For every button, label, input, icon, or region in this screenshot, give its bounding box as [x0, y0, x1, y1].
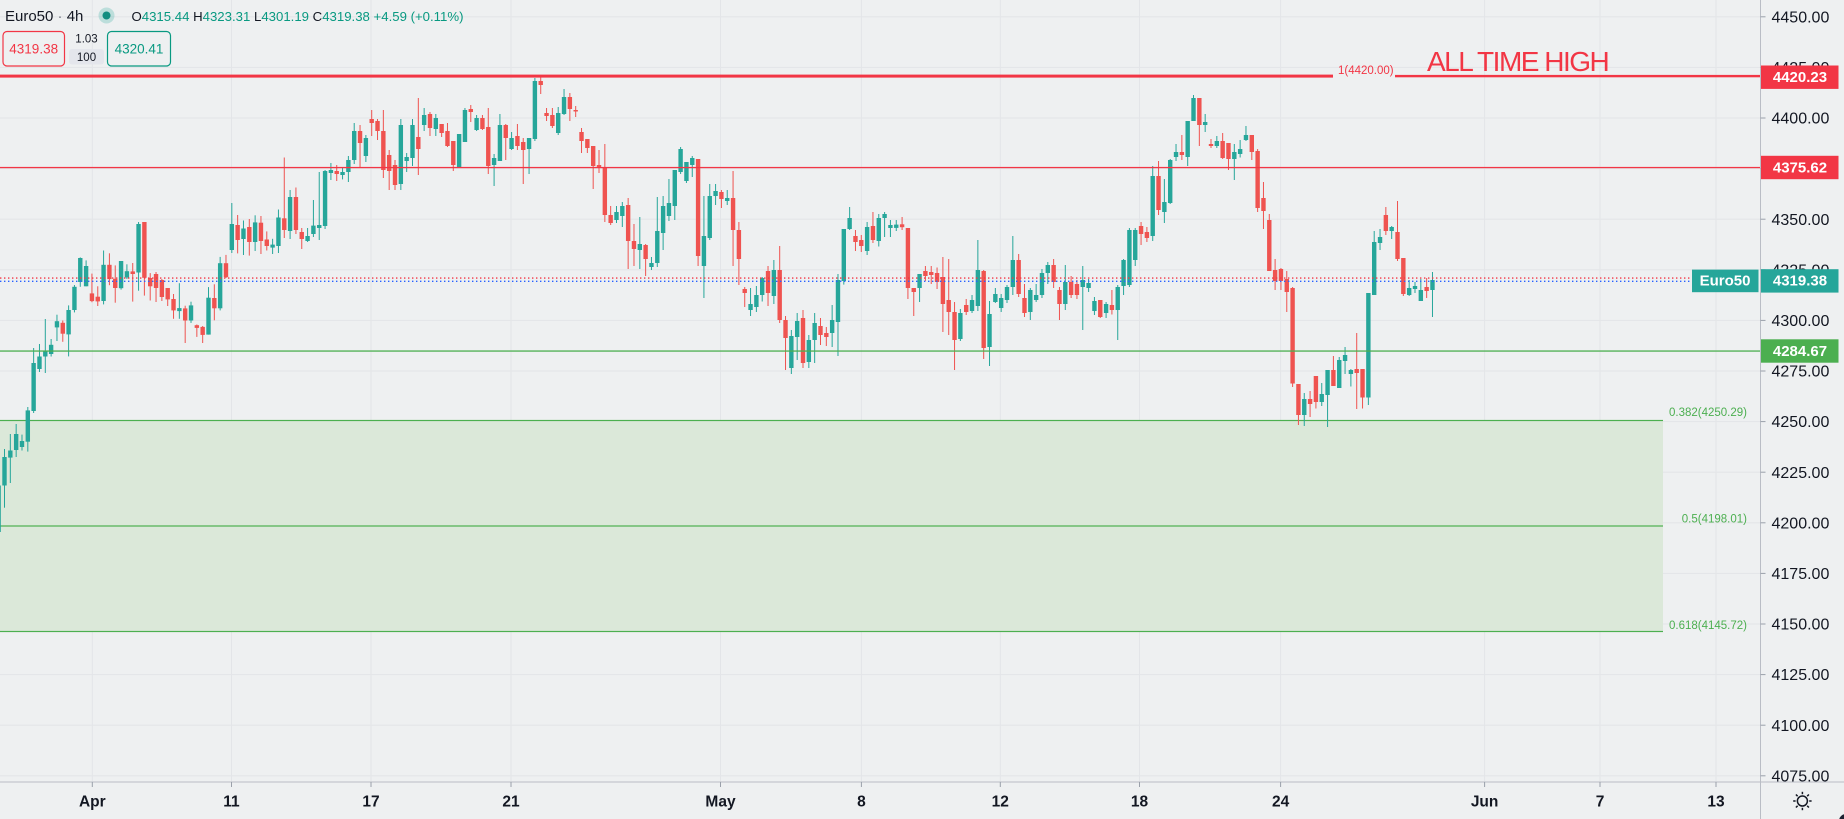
svg-text:4320.41: 4320.41 — [115, 42, 164, 57]
svg-text:4125.00: 4125.00 — [1772, 667, 1830, 684]
svg-text:8: 8 — [857, 794, 866, 811]
svg-text:4250.00: 4250.00 — [1772, 414, 1830, 431]
svg-text:1(4420.00): 1(4420.00) — [1338, 65, 1394, 77]
svg-text:4350.00: 4350.00 — [1772, 212, 1830, 229]
svg-text:4200.00: 4200.00 — [1772, 515, 1830, 532]
svg-text:0.382(4250.29): 0.382(4250.29) — [1669, 407, 1747, 419]
svg-text:4075.00: 4075.00 — [1772, 768, 1830, 785]
svg-text:4275.00: 4275.00 — [1772, 364, 1830, 381]
svg-text:Apr: Apr — [79, 794, 106, 811]
svg-text:4319.38: 4319.38 — [9, 42, 58, 57]
svg-text:21: 21 — [502, 794, 520, 811]
svg-text:Euro50 · 4h: Euro50 · 4h — [5, 8, 83, 25]
svg-text:4100.00: 4100.00 — [1772, 718, 1830, 735]
svg-text:4420.23: 4420.23 — [1773, 69, 1827, 86]
svg-text:18: 18 — [1131, 794, 1149, 811]
svg-text:May: May — [705, 794, 736, 811]
svg-text:24: 24 — [1272, 794, 1290, 811]
svg-text:100: 100 — [77, 52, 96, 64]
svg-text:4300.00: 4300.00 — [1772, 313, 1830, 330]
svg-text:4319.38: 4319.38 — [1773, 273, 1827, 290]
svg-text:ALL TIME HIGH: ALL TIME HIGH — [1427, 46, 1608, 77]
svg-text:4400.00: 4400.00 — [1772, 111, 1830, 128]
svg-text:Euro50: Euro50 — [1700, 273, 1751, 290]
svg-text:17: 17 — [362, 794, 379, 811]
svg-text:4150.00: 4150.00 — [1772, 617, 1830, 634]
svg-text:4225.00: 4225.00 — [1772, 465, 1830, 482]
svg-text:4375.62: 4375.62 — [1773, 159, 1827, 176]
svg-text:O4315.44 H4323.31 L4301.19 C43: O4315.44 H4323.31 L4301.19 C4319.38 +4.5… — [132, 9, 464, 24]
svg-text:13: 13 — [1707, 794, 1725, 811]
svg-text:0.5(4198.01): 0.5(4198.01) — [1682, 513, 1747, 525]
svg-text:4450.00: 4450.00 — [1772, 9, 1830, 26]
svg-text:1.03: 1.03 — [75, 34, 97, 46]
svg-text:11: 11 — [223, 794, 240, 811]
svg-text:4175.00: 4175.00 — [1772, 566, 1830, 583]
svg-text:0.618(4145.72): 0.618(4145.72) — [1669, 620, 1747, 632]
svg-text:4284.67: 4284.67 — [1773, 343, 1827, 360]
svg-text:7: 7 — [1596, 794, 1605, 811]
svg-text:Jun: Jun — [1471, 794, 1499, 811]
svg-text:12: 12 — [992, 794, 1009, 811]
